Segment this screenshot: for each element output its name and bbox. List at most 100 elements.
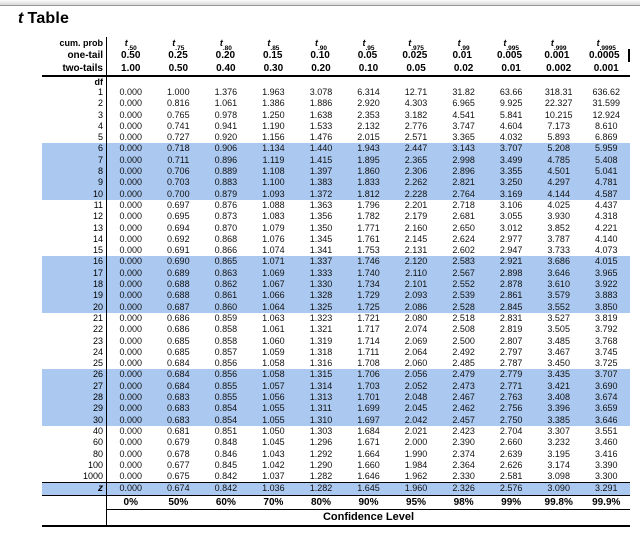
t-value: 1.323	[309, 312, 333, 323]
one-tail-label: one-tail	[42, 49, 107, 62]
t-value: 1.533	[309, 120, 333, 131]
table-row: 60 0.000 0.679 0.848 1.045 1.296 1.671 2.000 2.3…	[42, 437, 630, 449]
t-value: 3.646	[594, 414, 618, 425]
confidence-percent: 99.8%	[544, 496, 573, 508]
t-value: 0.000	[119, 98, 143, 109]
t-value: 1.337	[309, 256, 333, 267]
t-value: 1.055	[262, 403, 285, 414]
t-value: 1.717	[357, 324, 380, 335]
t-value: 3.408	[547, 392, 570, 403]
t-value: 0.711	[167, 154, 190, 165]
t-value: 2.831	[499, 312, 523, 323]
t-value: 5.041	[594, 166, 618, 177]
t-value: 1.059	[262, 346, 285, 357]
t-value: 1.383	[309, 177, 333, 188]
t-value: 0.678	[167, 448, 190, 459]
t-value: 0.870	[214, 222, 238, 233]
t-value: 3.733	[547, 245, 570, 256]
t-value: 1.061	[214, 98, 238, 109]
one-tail-row: one-tail 0.50 0.25 0.20 0.15 0.10 0.05 0.025 0.…	[42, 49, 630, 62]
t-value: 0.862	[214, 279, 238, 290]
t-value: 1.812	[357, 188, 380, 199]
t-value: 0.000	[119, 199, 143, 210]
t-value: 318.31	[544, 87, 573, 97]
t-value: 2.492	[452, 346, 475, 357]
df-value: 16	[42, 256, 107, 268]
t-value: 2.462	[452, 403, 475, 414]
t-value: 0.000	[119, 177, 143, 188]
t-value: 2.660	[499, 437, 523, 448]
t-column-header: t.95	[362, 38, 375, 53]
t-value: 4.140	[594, 233, 618, 244]
t-value: 0.000	[119, 267, 143, 278]
t-value: 1.071	[262, 256, 285, 267]
t-value: 0.683	[167, 392, 190, 403]
t-value: 0.000	[119, 335, 143, 346]
t-column-header: t.90	[314, 38, 327, 53]
t-value: 0.697	[167, 199, 190, 210]
t-value: 3.659	[594, 403, 618, 414]
confidence-percent: 50%	[168, 496, 189, 508]
t-value: 0.861	[214, 290, 238, 301]
t-value: 2.771	[499, 380, 523, 391]
table-row: 8 0.000 0.706 0.889 1.108 1.397 1.860 2.306 2.89…	[42, 166, 630, 178]
t-value: 1.328	[309, 290, 333, 301]
table-row: 1000 0.000 0.675 0.842 1.037 1.282 1.646 1.962 2…	[42, 471, 630, 483]
t-value: 0.866	[214, 245, 238, 256]
t-value: 2.201	[404, 199, 428, 210]
t-value: 0.860	[214, 301, 238, 312]
df-value: 4	[42, 120, 107, 133]
t-value: 1.000	[167, 87, 190, 97]
t-value: 3.078	[309, 87, 333, 97]
df-value: 20	[42, 301, 107, 313]
t-column-header: t.75	[172, 38, 185, 53]
t-value: 3.747	[452, 120, 475, 131]
top-divider	[0, 0, 640, 6]
t-value: 0.000	[119, 471, 143, 482]
table-row: 80 0.000 0.678 0.846 1.043 1.292 1.664 1.990 2.3…	[42, 448, 630, 460]
title-rest: Table	[27, 10, 70, 27]
t-value: 2.681	[452, 211, 475, 222]
t-value: 1.083	[262, 211, 285, 222]
t-value: 0.000	[119, 222, 143, 233]
t-value: 3.922	[594, 279, 618, 290]
table-row: 26 0.000 0.684 0.856 1.058 1.315 1.706 2.056 2.4…	[42, 369, 630, 381]
t-value: 1.066	[262, 290, 285, 301]
t-value: 0.700	[167, 188, 190, 199]
t-value: 1.134	[262, 143, 285, 154]
table-row: 40 0.000 0.681 0.851 1.050 1.303 1.684 2.021 2.4…	[42, 425, 630, 438]
t-value: 0.000	[119, 279, 143, 290]
t-value: 1.325	[309, 301, 333, 312]
t-value: 1.282	[309, 471, 333, 482]
confidence-percent: 60%	[215, 496, 236, 508]
t-value: 12.71	[404, 87, 428, 97]
t-value: 1.721	[357, 312, 380, 323]
t-value: 4.297	[547, 177, 570, 188]
t-value: 0.857	[214, 346, 238, 357]
t-value: 1.290	[309, 459, 333, 470]
t-value: 2.650	[452, 222, 475, 233]
t-value: 1.050	[262, 425, 285, 436]
t-value: 0.675	[167, 471, 190, 482]
t-value: 2.042	[404, 414, 428, 425]
t-value: 2.779	[499, 369, 523, 380]
t-value: 0.000	[119, 369, 143, 380]
table-row: 5 0.000 0.727 0.920 1.156 1.476 2.015 2.571 3.36…	[42, 132, 630, 144]
t-value: 0.000	[119, 233, 143, 244]
t-value: 0.876	[214, 199, 238, 210]
t-value: 0.000	[119, 211, 143, 222]
t-value: 3.499	[499, 154, 523, 165]
t-value: 3.106	[499, 199, 523, 210]
t-value: 2.977	[499, 233, 523, 244]
t-value: 0.689	[167, 267, 190, 278]
t-value: 2.000	[404, 437, 428, 448]
t-value: 1.037	[262, 471, 285, 482]
t-value: 0.000	[119, 403, 143, 414]
t-value: 1.061	[262, 324, 285, 335]
df-value: 40	[42, 425, 107, 438]
t-value: 3.416	[594, 448, 618, 459]
t-value: 2.947	[499, 245, 523, 256]
df-value: 6	[42, 143, 107, 155]
confidence-percent: 70%	[263, 496, 284, 508]
t-value: 3.485	[547, 335, 570, 346]
